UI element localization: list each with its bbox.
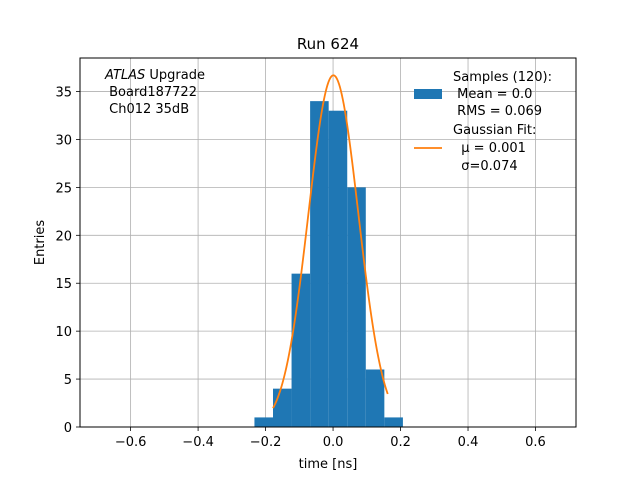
x-tick-label: 0.0 xyxy=(323,435,344,450)
y-axis-ticks: 0 5 10 15 20 25 30 35 xyxy=(55,86,80,436)
y-tick-label: 35 xyxy=(55,86,72,101)
y-tick-label: 20 xyxy=(55,229,72,244)
gaussian-fit-curve xyxy=(272,74,389,409)
x-tick-label: 0.2 xyxy=(390,435,411,450)
legend-samples-rms: RMS = 0.069 xyxy=(453,104,542,119)
legend: Samples (120): Mean = 0.0 RMS = 0.069 Ga… xyxy=(414,70,552,174)
x-tick-label: 0.4 xyxy=(458,435,479,450)
y-tick-label: 30 xyxy=(55,133,72,148)
legend-samples-title: Samples (120): xyxy=(453,70,552,85)
x-tick-label: 0.6 xyxy=(525,435,546,450)
histogram-bar xyxy=(310,101,329,427)
histogram-bar xyxy=(384,417,403,427)
annotation-line-atlas: ATLAS Upgrade xyxy=(104,68,205,83)
legend-fit-title: Gaussian Fit: xyxy=(453,123,536,138)
histogram-bar xyxy=(273,388,292,427)
y-tick-label: 25 xyxy=(55,181,72,196)
annotation-board: Board187722 xyxy=(105,85,197,100)
histogram-bar xyxy=(291,273,311,427)
histogram-bars xyxy=(254,101,403,427)
histogram-bar xyxy=(347,187,366,427)
annotation-upgrade: Upgrade xyxy=(145,68,205,83)
annotation-channel: Ch012 35dB xyxy=(105,102,189,117)
histogram-bar xyxy=(254,417,274,427)
chart-title: Run 624 xyxy=(297,35,359,53)
y-tick-label: 15 xyxy=(55,277,72,292)
plot-frame xyxy=(79,57,577,428)
legend-samples-mean: Mean = 0.0 xyxy=(453,87,532,102)
x-axis-label: time [ns] xyxy=(299,457,358,472)
x-tick-label: −0.6 xyxy=(115,435,147,450)
atlas-annotation: ATLAS Upgrade Board187722 Ch012 35dB xyxy=(104,68,205,117)
legend-fit-sigma: σ=0.074 xyxy=(453,159,518,174)
x-axis-ticks: −0.6 −0.4 −0.2 0.0 0.2 0.4 0.6 xyxy=(115,427,546,450)
y-tick-label: 5 xyxy=(64,373,72,388)
gaussian-fit-line xyxy=(272,74,389,409)
legend-fit-mu: μ = 0.001 xyxy=(453,141,526,156)
y-tick-label: 0 xyxy=(64,421,72,436)
annotation-atlas-italic: ATLAS xyxy=(104,68,145,83)
y-axis-label: Entries xyxy=(33,220,48,266)
y-tick-label: 10 xyxy=(55,325,72,340)
histogram-bar xyxy=(365,369,385,427)
legend-samples-swatch xyxy=(414,89,442,99)
x-tick-label: −0.4 xyxy=(182,435,214,450)
histogram-bar xyxy=(328,110,348,427)
x-tick-label: −0.2 xyxy=(250,435,282,450)
